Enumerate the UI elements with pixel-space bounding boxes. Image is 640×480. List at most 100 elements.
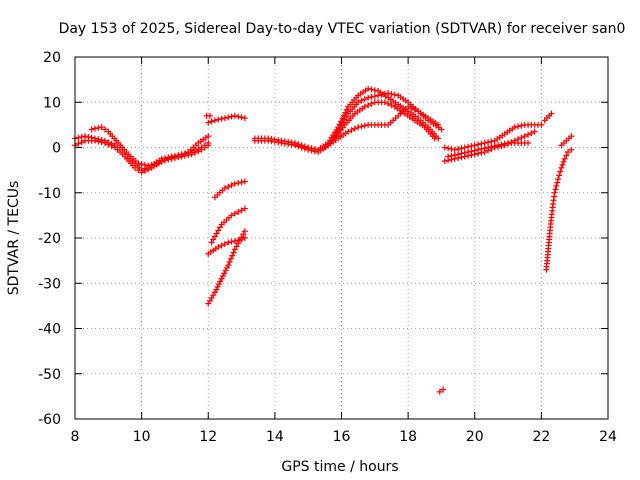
data-point (521, 133, 528, 140)
interp-point (78, 133, 85, 140)
data-point (435, 121, 442, 128)
interp-point (218, 115, 225, 122)
data-point (225, 239, 232, 246)
y-tick-label: 0 (52, 141, 61, 157)
interp-point (208, 118, 215, 125)
data-point (485, 144, 492, 151)
data-point (335, 128, 342, 135)
data-point (555, 176, 562, 183)
interp-point (236, 237, 243, 244)
interp-point (378, 91, 385, 98)
interp-point (528, 130, 535, 137)
interp-point (388, 102, 395, 109)
data-point (355, 99, 362, 106)
interp-point (233, 243, 240, 250)
interp-point (471, 147, 478, 154)
interp-point (213, 230, 220, 237)
interp-point (178, 152, 185, 159)
interp-point (448, 152, 455, 159)
x-tick-label: 24 (599, 429, 617, 445)
x-tick-label: 8 (71, 429, 80, 445)
interp-point (368, 86, 375, 93)
x-axis-label: GPS time / hours (281, 459, 398, 475)
data-point (208, 239, 215, 246)
interp-point (501, 140, 508, 147)
data-point (241, 205, 248, 212)
interp-point (95, 136, 102, 143)
interp-point (458, 150, 465, 157)
tick-labels: 8 10 12 14 16 18 20 22 24 20 10 0 -10 -20 -30 -40 -50 -60 (38, 50, 617, 445)
interp-point (485, 139, 492, 146)
series-arc-late-rise (543, 146, 575, 273)
series-arc-noon-low3 (205, 228, 248, 307)
data-point (231, 246, 238, 253)
x-tick-label: 12 (199, 429, 217, 445)
data-point (206, 112, 213, 119)
data-point (88, 126, 95, 133)
interp-point (552, 186, 559, 193)
interp-point (228, 113, 235, 120)
interp-point (368, 93, 375, 100)
data-point (568, 146, 575, 153)
data-point (445, 153, 452, 160)
interp-point (560, 158, 567, 165)
interp-point (468, 148, 475, 155)
interp-point (238, 114, 245, 121)
data-point (241, 178, 248, 185)
series-arc-late-end (558, 133, 575, 149)
interp-point (556, 172, 563, 179)
interp-point (458, 145, 465, 152)
y-axis-label: SDTVAR / TECUs (6, 181, 22, 296)
interp-point (238, 179, 245, 186)
interp-point (341, 116, 348, 123)
data-point (525, 139, 532, 146)
interp-point (230, 249, 237, 256)
data-point (531, 128, 538, 135)
data-point (355, 124, 362, 131)
interp-point (351, 125, 358, 132)
data-point (165, 155, 172, 162)
interp-point (235, 113, 242, 120)
data-point (205, 119, 212, 126)
series-arc-outlier (436, 386, 447, 395)
series-arc-morning-b (72, 133, 212, 174)
series-arc-noon-low1 (208, 205, 248, 246)
interp-point (95, 124, 102, 131)
data-point (221, 115, 228, 122)
interp-point (525, 131, 532, 138)
interp-point (221, 241, 228, 248)
data-point (241, 235, 248, 241)
interp-point (78, 139, 85, 146)
series-arc-morning-c (88, 124, 212, 169)
data-points (72, 85, 575, 395)
interp-point (371, 87, 378, 94)
series-arc-evening-a (441, 121, 545, 153)
data-point (138, 167, 145, 174)
data-point (438, 126, 445, 133)
y-tick-label: -50 (38, 367, 61, 383)
interp-point (161, 157, 168, 164)
interp-point (557, 168, 564, 175)
data-point (91, 135, 98, 142)
interp-point (223, 264, 230, 271)
data-point (231, 112, 238, 119)
data-point (436, 388, 443, 395)
interp-point (385, 100, 392, 107)
interp-point (408, 105, 415, 112)
interp-point (98, 136, 105, 143)
data-point (465, 149, 472, 156)
interp-point (448, 146, 455, 153)
chart-title: Day 153 of 2025, Sidereal Day-to-day VTE… (59, 21, 626, 37)
interp-point (563, 152, 570, 159)
data-point (225, 262, 232, 269)
interp-point (101, 126, 108, 133)
data-point (565, 149, 572, 156)
data-point (231, 180, 238, 187)
interp-point (201, 142, 208, 149)
interp-point (478, 140, 485, 147)
data-point (365, 94, 372, 101)
interp-point (221, 270, 228, 277)
data-point (198, 144, 205, 151)
interp-point (227, 255, 234, 262)
interp-point (381, 90, 388, 97)
